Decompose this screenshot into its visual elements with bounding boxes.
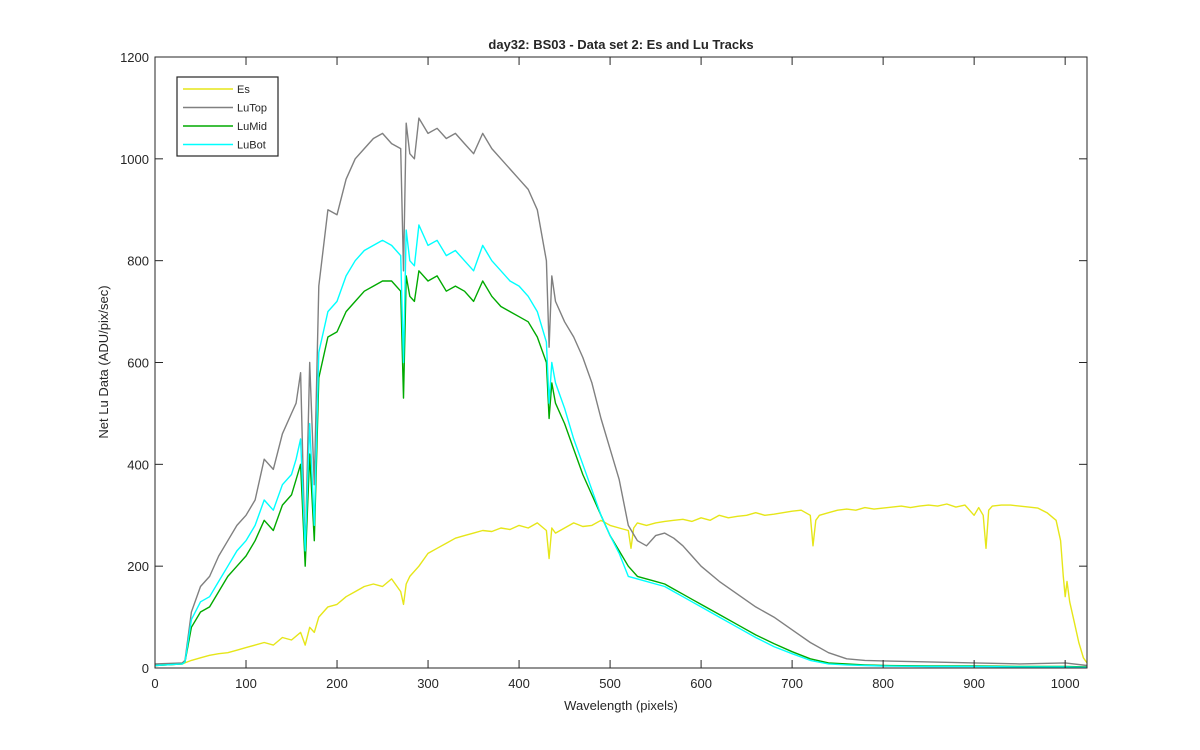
- series-line-es: [154, 503, 1088, 667]
- series-line-lubot: [154, 224, 1088, 669]
- legend-box: [176, 76, 279, 157]
- x-tick-label: 100: [235, 676, 257, 691]
- x-tick-label: 800: [872, 676, 894, 691]
- x-tick-label: 400: [508, 676, 530, 691]
- x-tick-label: 700: [781, 676, 803, 691]
- y-tick-label: 0: [142, 661, 149, 676]
- x-tick-label: 900: [963, 676, 985, 691]
- ticks-layer: 0 100 200 300 400 500 600 700 800 900 1000 0 200 400 6…: [120, 50, 1087, 691]
- legend-label: LuTop: [237, 103, 267, 115]
- legend-label: LuMid: [237, 121, 267, 133]
- chart-title: day32: BS03 - Data set 2: Es and Lu Trac…: [488, 37, 753, 52]
- y-tick-label: 600: [127, 356, 149, 371]
- legend-label: LuBot: [237, 140, 266, 152]
- series-line-lumid: [154, 270, 1088, 668]
- x-tick-label: 600: [690, 676, 712, 691]
- y-axis-label: Net Lu Data (ADU/pix/sec): [96, 285, 111, 438]
- y-tick-label: 200: [127, 559, 149, 574]
- series-line-lutop: [154, 117, 1088, 667]
- x-tick-label: 1000: [1051, 676, 1080, 691]
- y-tick-label: 800: [127, 254, 149, 269]
- y-tick-label: 400: [127, 457, 149, 472]
- y-tick-label: 1000: [120, 152, 149, 167]
- y-tick-label: 1200: [120, 50, 149, 65]
- x-axis-label: Wavelength (pixels): [564, 698, 678, 713]
- plot-area: [155, 57, 1087, 668]
- legend-label: Es: [237, 84, 250, 96]
- x-tick-label: 500: [599, 676, 621, 691]
- series-layer: [154, 117, 1088, 669]
- x-tick-label: 200: [326, 676, 348, 691]
- x-tick-label: 0: [151, 676, 158, 691]
- x-tick-label: 300: [417, 676, 439, 691]
- legend: Es LuTop LuMid LuBot: [176, 76, 279, 157]
